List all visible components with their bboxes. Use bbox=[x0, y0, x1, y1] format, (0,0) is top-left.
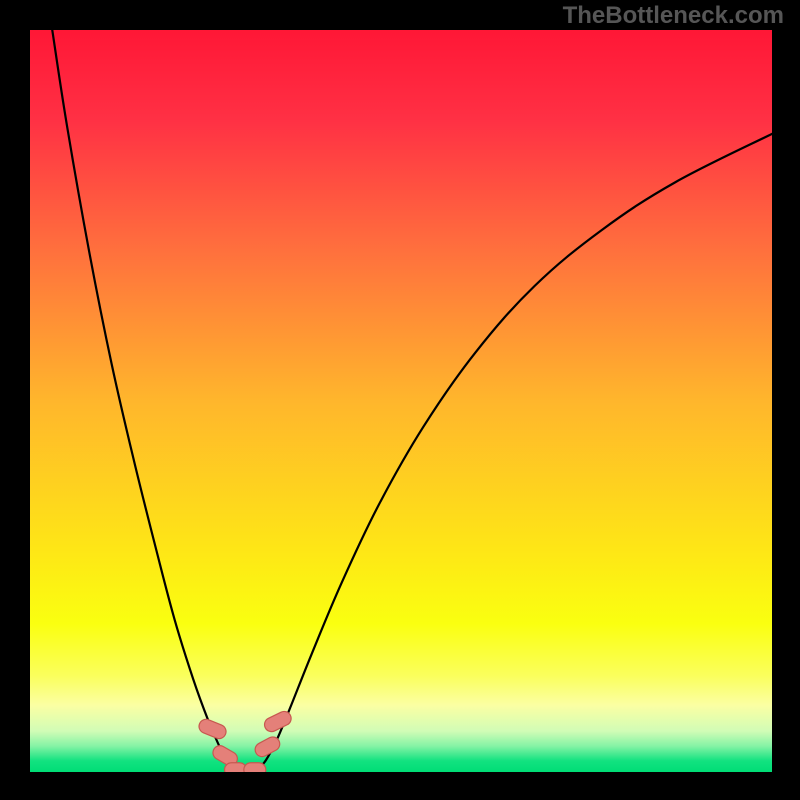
plot-area bbox=[30, 30, 772, 772]
watermark-text: TheBottleneck.com bbox=[563, 2, 784, 30]
data-marker bbox=[244, 763, 266, 772]
plot-background bbox=[30, 30, 772, 772]
plot-svg bbox=[30, 30, 772, 772]
chart-frame: TheBottleneck.com bbox=[0, 0, 800, 800]
data-marker bbox=[225, 763, 247, 772]
